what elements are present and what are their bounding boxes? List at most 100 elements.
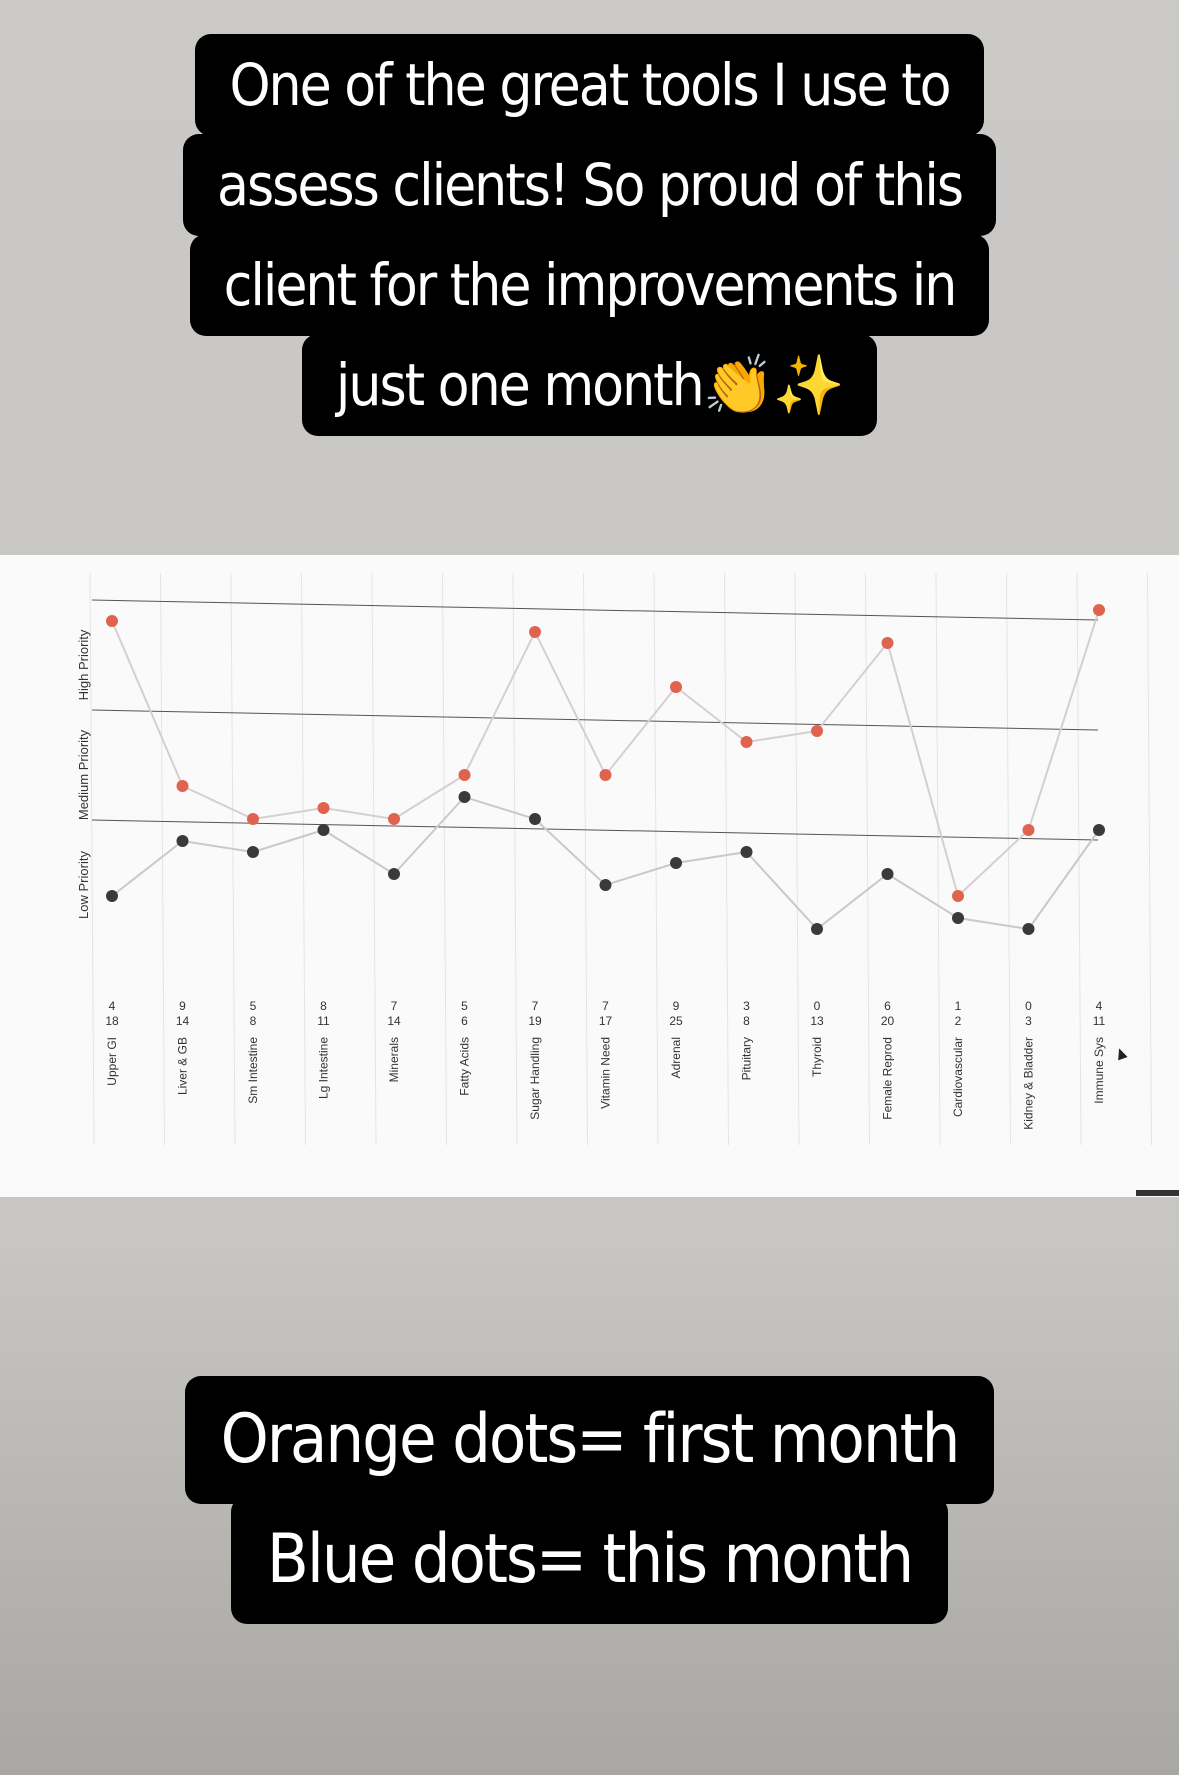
score-label-this-month: 5 (461, 999, 468, 1013)
data-point (1093, 824, 1105, 836)
priority-threshold-line (91, 819, 1099, 841)
category-label: Sugar Handling (528, 1037, 542, 1120)
data-point (881, 637, 894, 649)
top-caption-line-2: assess clients! So proud of this (182, 134, 997, 236)
priority-label: High Priority (76, 629, 91, 700)
score-label-first-month: 8 (250, 1014, 257, 1028)
score-label-first-month: 13 (810, 1014, 824, 1028)
bottom-caption: Orange dots= first month Blue dots= this… (0, 1376, 1179, 1624)
data-point (529, 813, 541, 825)
bottom-caption-line-2: Blue dots= this month (230, 1496, 949, 1624)
category-label: Lg Intestine (317, 1037, 331, 1099)
gridline-vertical (301, 572, 306, 1146)
category-label: Immune Sys (1092, 1037, 1106, 1104)
score-label-this-month: 9 (673, 999, 680, 1013)
data-point (1022, 923, 1035, 935)
data-point (1022, 824, 1035, 836)
data-point (952, 912, 964, 924)
monitor-screen: Low Priority Medium Priority High Priority… (0, 555, 1179, 1197)
category-label: Upper GI (105, 1037, 119, 1086)
top-caption-line-4: just one month👏✨ (301, 334, 878, 436)
priority-label: Low Priority (76, 851, 91, 919)
data-point (952, 890, 964, 902)
score-label-this-month: 5 (250, 999, 257, 1013)
score-label-this-month: 0 (814, 999, 821, 1013)
priority-threshold-line (91, 709, 1099, 731)
data-point (247, 813, 259, 825)
gridline-vertical (653, 572, 659, 1146)
data-point (388, 813, 400, 825)
score-label-first-month: 18 (105, 1014, 119, 1028)
score-label-first-month: 11 (317, 1014, 330, 1028)
gridline-vertical (230, 572, 236, 1146)
category-label: Vitamin Need (599, 1037, 613, 1109)
category-label: Cardiovascular (951, 1037, 965, 1117)
score-label-this-month: 7 (532, 999, 539, 1013)
data-point (529, 626, 541, 638)
top-caption-line-1: One of the great tools I use to (195, 34, 984, 136)
gridline-vertical (371, 572, 377, 1146)
gridline-vertical (1147, 572, 1152, 1146)
gridline-vertical (160, 572, 165, 1146)
data-point (599, 769, 612, 781)
data-point (881, 868, 894, 880)
category-label: Adrenal (669, 1037, 683, 1078)
gridline-vertical (89, 572, 95, 1146)
gridline-vertical (1006, 572, 1011, 1146)
score-label-first-month: 14 (176, 1014, 190, 1028)
series-line (111, 609, 1100, 898)
data-point (1093, 604, 1105, 616)
priority-chart: Low Priority Medium Priority High Priority… (76, 572, 1152, 1146)
category-label: Female Reprod (881, 1037, 895, 1120)
bottom-caption-line-1: Orange dots= first month (184, 1376, 995, 1504)
gridline-vertical (724, 572, 729, 1146)
score-label-this-month: 7 (391, 999, 398, 1013)
monitor-bezel (1136, 1190, 1179, 1196)
category-label: Liver & GB (176, 1037, 190, 1095)
data-point (740, 846, 753, 858)
data-point (176, 780, 189, 792)
score-label-first-month: 6 (461, 1014, 468, 1028)
score-label-this-month: 7 (602, 999, 609, 1013)
data-point (176, 835, 189, 847)
score-label-first-month: 25 (669, 1014, 683, 1028)
priority-label: Medium Priority (76, 729, 91, 820)
score-label-first-month: 8 (743, 1014, 750, 1028)
data-point (811, 725, 823, 737)
gridline-vertical (935, 572, 941, 1146)
gridline-vertical (865, 572, 870, 1146)
gridline-vertical (512, 572, 518, 1146)
score-label-this-month: 1 (955, 999, 962, 1013)
score-label-first-month: 14 (387, 1014, 401, 1028)
data-point (317, 802, 330, 814)
score-label-first-month: 2 (955, 1014, 962, 1028)
data-point (458, 769, 471, 781)
data-point (670, 681, 682, 693)
score-label-first-month: 11 (1093, 1014, 1106, 1028)
category-label: Fatty Acids (458, 1037, 472, 1096)
category-label: Pituitary (740, 1037, 754, 1080)
data-point (106, 615, 118, 627)
score-label-this-month: 9 (179, 999, 186, 1013)
gridline-vertical (442, 572, 447, 1146)
category-label: Kidney & Bladder (1022, 1037, 1036, 1130)
data-point (740, 736, 753, 748)
data-point (106, 890, 118, 902)
data-point (388, 868, 400, 880)
gridline-vertical (583, 572, 588, 1146)
top-caption-line-3: client for the improvements in (189, 234, 990, 336)
category-label: Sm Intestine (246, 1037, 260, 1104)
data-point (811, 923, 823, 935)
data-point (599, 879, 612, 891)
data-point (458, 791, 471, 803)
gridline-vertical (794, 572, 800, 1146)
category-label: Minerals (387, 1037, 401, 1082)
score-label-first-month: 17 (599, 1014, 613, 1028)
data-point (317, 824, 330, 836)
score-label-this-month: 4 (109, 999, 116, 1013)
category-label: Thyroid (810, 1037, 824, 1077)
score-label-this-month: 3 (743, 999, 750, 1013)
score-label-this-month: 0 (1025, 999, 1032, 1013)
score-label-first-month: 3 (1025, 1014, 1032, 1028)
score-label-first-month: 20 (881, 1014, 895, 1028)
